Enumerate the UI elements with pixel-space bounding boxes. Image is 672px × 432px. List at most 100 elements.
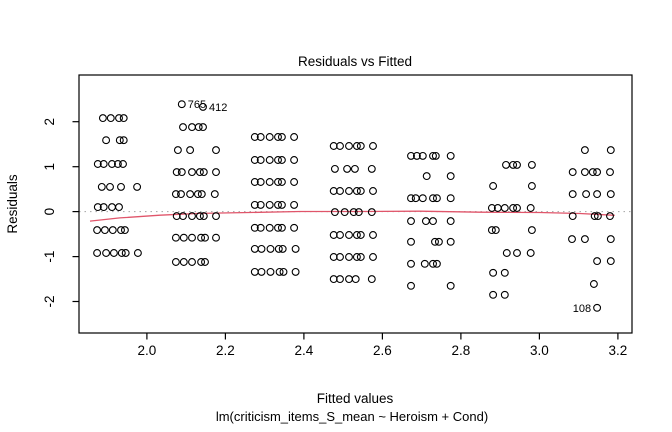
data-point: [352, 231, 361, 239]
data-point: [108, 203, 116, 212]
data-point: [274, 200, 282, 209]
data-point: [265, 223, 274, 232]
data-point: [352, 187, 361, 195]
data-point: [120, 226, 129, 235]
data-point: [369, 187, 377, 195]
data-point: [336, 142, 344, 150]
data-point: [407, 237, 415, 246]
data-point: [340, 208, 349, 217]
data-point: [606, 212, 614, 221]
point-label: 108: [573, 303, 591, 315]
data-point: [407, 281, 415, 290]
data-point: [256, 178, 265, 186]
data-point: [356, 231, 365, 239]
data-point: [278, 244, 287, 253]
loess-smooth-line: [89, 210, 615, 222]
data-point: [350, 164, 359, 173]
plot-area: 765 412 108 2.0 2.2 2.4 2.6 2.8 3.0 3.2 -2 -1 0 1 2: [42, 74, 633, 358]
data-point: [193, 190, 202, 199]
data-point: [367, 164, 376, 173]
data-point: [179, 233, 188, 242]
data-point: [513, 204, 521, 212]
x-axis-label: Fitted values: [317, 391, 394, 406]
data-point: [513, 249, 521, 257]
outlier-point: [199, 102, 207, 111]
data-point: [568, 212, 577, 221]
data-point: [93, 226, 102, 235]
x-tick-label: 3.2: [609, 343, 628, 358]
data-point: [418, 151, 427, 160]
outlier-point: [177, 100, 186, 109]
data-point: [172, 168, 181, 177]
data-point: [188, 258, 196, 266]
data-point: [179, 123, 187, 132]
data-point: [98, 114, 107, 123]
data-point: [356, 187, 365, 195]
data-point: [119, 136, 128, 145]
data-point: [412, 151, 421, 160]
data-point: [210, 190, 219, 199]
data-point: [593, 257, 602, 266]
x-tick-label: 2.2: [216, 343, 235, 358]
data-point: [256, 156, 265, 164]
data-point: [407, 194, 415, 203]
data-point: [106, 182, 114, 191]
data-point: [526, 249, 535, 257]
data-point: [527, 160, 536, 169]
plot-box: [78, 74, 633, 334]
data-point: [345, 142, 353, 150]
data-point: [177, 190, 185, 199]
x-tick-label: 2.8: [452, 343, 471, 358]
data-point: [277, 200, 286, 209]
data-point: [277, 133, 286, 141]
data-point: [256, 223, 265, 232]
y-tick-label: -1: [42, 251, 57, 263]
data-point: [407, 217, 415, 226]
data-point: [100, 226, 109, 235]
data-point: [93, 249, 102, 257]
data-point: [580, 168, 589, 177]
data-point: [265, 133, 274, 141]
data-point: [291, 244, 300, 253]
data-point: [250, 244, 259, 253]
data-point: [606, 168, 614, 177]
data-point: [345, 187, 353, 195]
data-point: [199, 123, 207, 132]
data-point: [277, 156, 286, 164]
y-tick-label: 0: [42, 208, 57, 216]
point-label: 765: [188, 99, 206, 111]
data-point: [197, 233, 206, 242]
data-point: [274, 156, 282, 164]
data-point: [489, 268, 498, 277]
data-point: [171, 258, 180, 266]
y-axis-label: Residuals: [5, 174, 20, 234]
data-point: [171, 233, 180, 242]
data-point: [429, 194, 437, 203]
data-point: [593, 212, 602, 221]
data-point: [277, 178, 286, 186]
data-point: [274, 223, 282, 232]
data-point: [418, 194, 427, 203]
data-point: [115, 203, 123, 212]
data-point: [568, 168, 577, 177]
data-point: [429, 217, 437, 226]
data-point: [93, 160, 102, 168]
data-point: [446, 237, 455, 246]
data-point: [489, 290, 498, 299]
data-point: [434, 237, 443, 246]
data-point: [133, 249, 142, 257]
data-point: [173, 146, 182, 155]
data-point: [588, 168, 597, 177]
data-point: [491, 226, 500, 235]
data-point: [489, 182, 498, 190]
data-point: [606, 235, 615, 244]
data-point: [446, 151, 455, 160]
data-point: [274, 244, 283, 253]
x-tick-label: 3.0: [530, 343, 549, 358]
data-point: [250, 133, 259, 141]
data-point: [212, 168, 220, 177]
data-point: [99, 203, 108, 212]
data-point: [568, 190, 577, 199]
data-point: [356, 253, 365, 261]
